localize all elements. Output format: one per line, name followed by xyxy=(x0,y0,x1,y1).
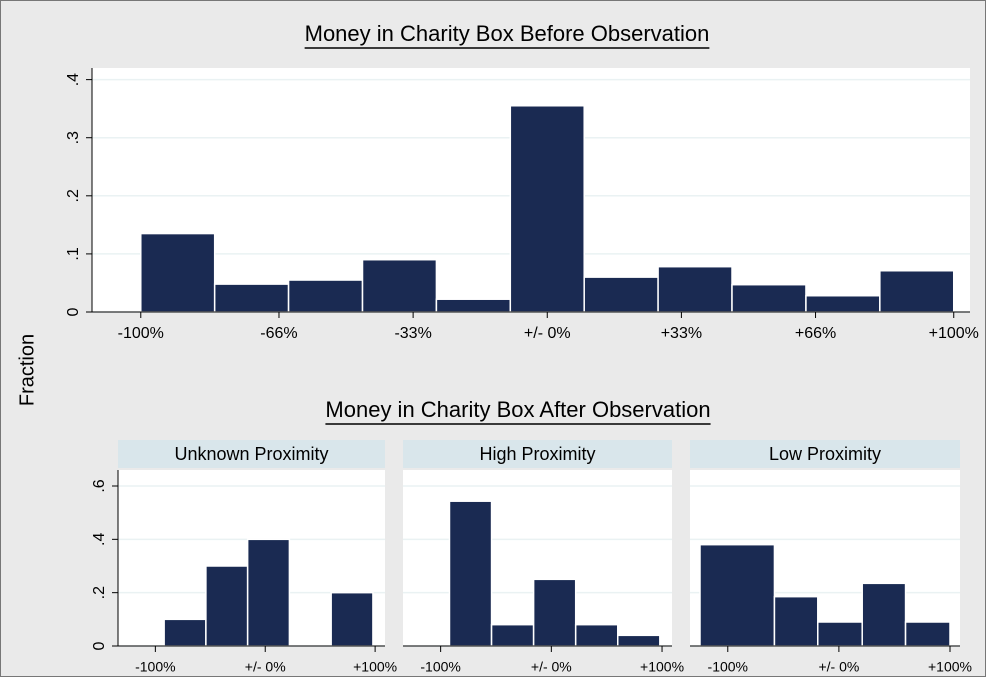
x-tick-label: -100% xyxy=(420,659,460,675)
panel-strip xyxy=(690,440,960,468)
y-tick-label: 0 xyxy=(65,307,82,316)
panel-strip xyxy=(403,440,672,468)
x-tick-label: +100% xyxy=(929,325,979,342)
bar xyxy=(617,634,661,647)
x-tick-label: +100% xyxy=(640,659,684,675)
bar xyxy=(163,618,207,647)
bar xyxy=(246,538,291,647)
x-tick-label: +66% xyxy=(795,325,836,342)
x-tick-label: -33% xyxy=(394,325,431,342)
x-tick-label: +100% xyxy=(353,659,397,675)
bar xyxy=(509,105,585,313)
bar xyxy=(361,258,438,313)
x-tick-label: -100% xyxy=(118,325,164,342)
y-tick-label: .4 xyxy=(65,73,82,86)
y-tick-label: .2 xyxy=(65,189,82,202)
y-axis-label: Fraction xyxy=(16,334,38,406)
bar xyxy=(731,283,807,313)
y-tick-label: .1 xyxy=(65,247,82,260)
bar xyxy=(490,623,535,647)
y-tick-label: .4 xyxy=(91,533,108,546)
x-tick-label: +/- 0% xyxy=(524,325,571,342)
bar xyxy=(330,591,374,647)
x-tick-label: -100% xyxy=(135,659,175,675)
panel-title: Low Proximity xyxy=(769,444,881,464)
bar xyxy=(699,543,776,647)
bar xyxy=(213,283,290,313)
panel-title: Unknown Proximity xyxy=(174,444,328,464)
bar xyxy=(817,621,863,647)
x-tick-label: -100% xyxy=(708,659,748,675)
chart-title: Money in Charity Box Before Observation xyxy=(305,21,710,46)
bar xyxy=(773,595,819,647)
panel-title: High Proximity xyxy=(479,444,595,464)
y-tick-label: .6 xyxy=(91,479,108,492)
bar xyxy=(583,276,659,313)
bar xyxy=(448,500,493,647)
panel-strip xyxy=(118,440,385,468)
x-tick-label: +/- 0% xyxy=(245,659,286,675)
bar xyxy=(287,279,364,313)
bar xyxy=(904,621,951,647)
x-tick-label: +100% xyxy=(928,659,972,675)
bar xyxy=(657,265,733,313)
x-tick-label: +/- 0% xyxy=(818,659,859,675)
bar xyxy=(879,270,955,313)
group-title: Money in Charity Box After Observation xyxy=(325,397,710,422)
x-tick-label: +33% xyxy=(661,325,702,342)
bar xyxy=(532,578,577,647)
y-tick-label: .3 xyxy=(65,131,82,144)
y-tick-label: .2 xyxy=(91,586,108,599)
bar xyxy=(861,582,907,647)
bar xyxy=(435,298,512,313)
x-tick-label: +/- 0% xyxy=(531,659,572,675)
bar xyxy=(805,294,881,313)
y-tick-label: 0 xyxy=(91,641,108,650)
bar xyxy=(205,565,249,647)
x-tick-label: -66% xyxy=(260,325,297,342)
bar xyxy=(140,232,216,313)
bar xyxy=(574,623,619,647)
